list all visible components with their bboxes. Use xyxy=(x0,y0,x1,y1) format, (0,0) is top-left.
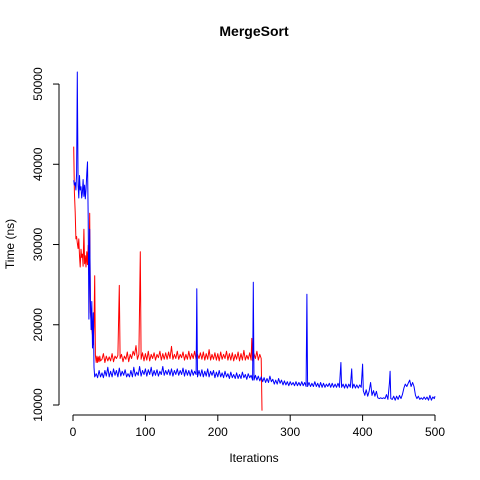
x-tick-label: 300 xyxy=(280,425,300,439)
y-tick-label: 50000 xyxy=(31,67,45,101)
y-tick-label: 40000 xyxy=(31,147,45,181)
y-tick-label: 10000 xyxy=(31,388,45,422)
chart-title: MergeSort xyxy=(219,23,289,39)
y-tick-label: 20000 xyxy=(31,308,45,342)
axes: 0 100 200 300 400 500 10000 20000 30000 40000 5000… xyxy=(31,67,445,439)
y-axis-label: Time (ns) xyxy=(3,219,17,269)
x-tick-label: 100 xyxy=(135,425,155,439)
y-tick-label: 30000 xyxy=(31,228,45,262)
x-tick-label: 200 xyxy=(208,425,228,439)
x-tick-label: 0 xyxy=(70,425,77,439)
series-line-1 xyxy=(73,71,436,401)
x-axis-label: Iterations xyxy=(229,451,278,465)
series-layer xyxy=(73,71,436,411)
x-tick-label: 400 xyxy=(353,425,373,439)
x-tick-label: 500 xyxy=(425,425,445,439)
